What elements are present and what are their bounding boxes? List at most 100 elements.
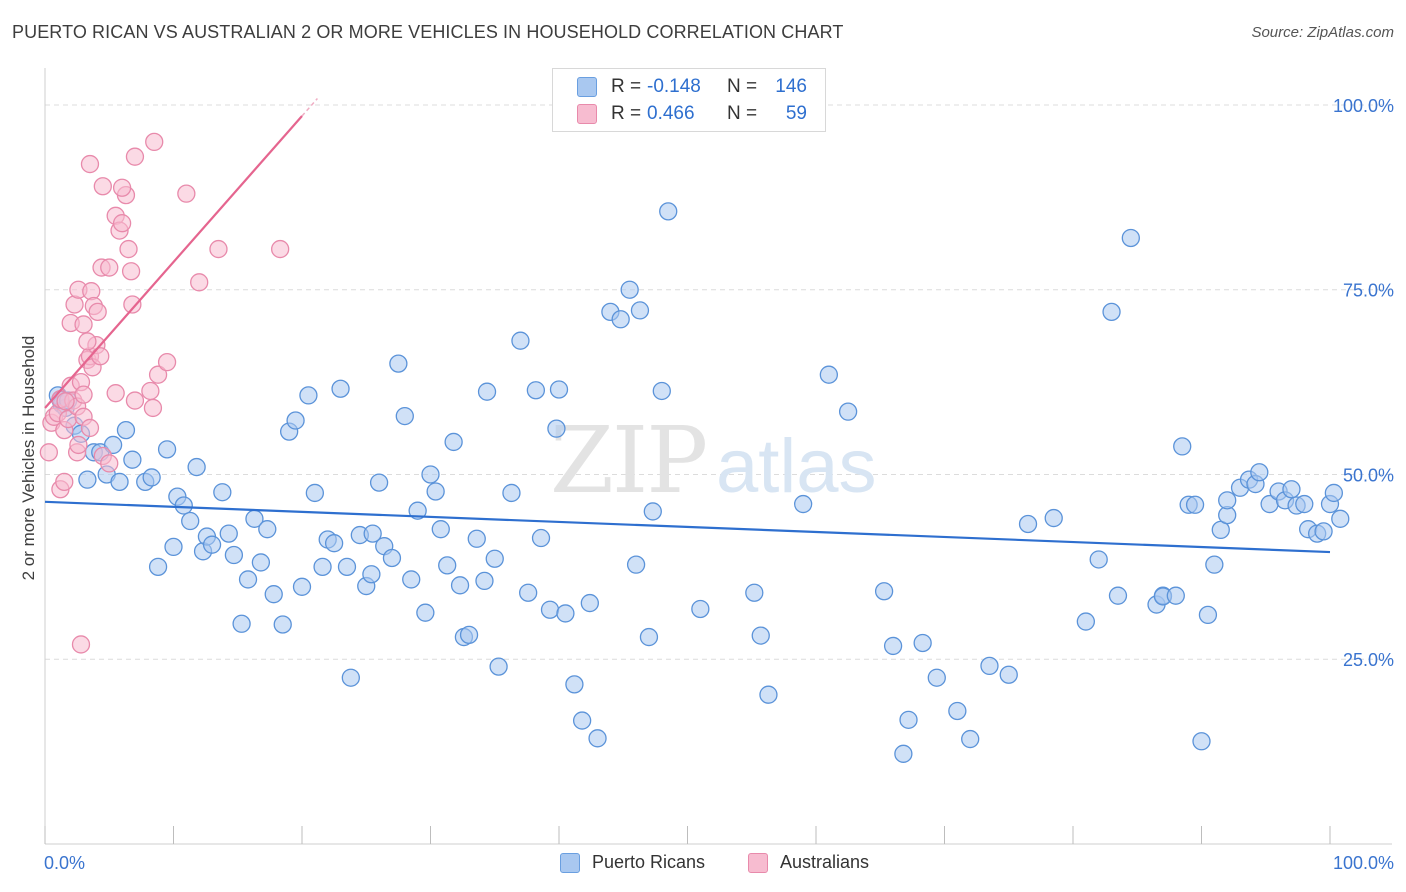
- data-point-australian: [74, 385, 93, 404]
- australian-points: [39, 132, 290, 654]
- data-point-puerto-rican: [224, 545, 244, 565]
- data-point-puerto-rican: [1018, 514, 1038, 534]
- legend-swatch-puerto-ricans: [577, 77, 597, 97]
- data-point-puerto-rican: [511, 331, 530, 350]
- data-point-puerto-rican: [759, 685, 778, 704]
- data-point-puerto-rican: [580, 593, 599, 613]
- data-point-puerto-rican: [395, 406, 414, 426]
- data-point-australian: [148, 365, 168, 384]
- data-point-puerto-rican: [485, 549, 504, 568]
- data-point-australian: [157, 352, 177, 372]
- trend-line-australians: [44, 115, 303, 409]
- data-point-australian: [209, 239, 228, 259]
- data-point-puerto-rican: [980, 656, 999, 676]
- data-point-puerto-rican: [157, 440, 177, 459]
- data-point-puerto-rican: [273, 615, 292, 634]
- data-point-puerto-rican: [1089, 550, 1108, 569]
- data-point-australian: [74, 315, 93, 334]
- data-point-puerto-rican: [502, 483, 521, 503]
- legend-item-australians[interactable]: Australians: [748, 852, 869, 873]
- data-point-australian: [141, 381, 160, 401]
- trend-lines: [44, 98, 1331, 554]
- data-point-puerto-rican: [187, 457, 206, 477]
- data-point-puerto-rican: [961, 729, 980, 749]
- data-point-puerto-rican: [519, 583, 538, 602]
- data-point-puerto-rican: [331, 379, 350, 398]
- data-point-puerto-rican: [659, 202, 678, 221]
- data-point-puerto-rican: [1295, 494, 1314, 514]
- data-point-australian: [80, 418, 100, 438]
- data-point-puerto-rican: [540, 600, 560, 619]
- data-point-puerto-rican: [1166, 586, 1185, 605]
- data-point-puerto-rican: [1282, 480, 1301, 499]
- data-point-australian: [123, 295, 142, 314]
- tick-labels: 25.0% 50.0% 75.0% 100.0% 0.0% 100.0%: [44, 96, 1394, 873]
- trend-line-puerto-ricans: [44, 500, 1331, 554]
- n-value-puerto-ricans: 146: [775, 76, 807, 97]
- data-point-puerto-rican: [1102, 302, 1121, 322]
- data-point-puerto-rican: [652, 381, 671, 401]
- data-point-puerto-rican: [1076, 612, 1095, 631]
- data-point-australian: [143, 398, 163, 418]
- data-point-puerto-rican: [416, 603, 435, 622]
- data-point-puerto-rican: [389, 354, 408, 373]
- data-point-puerto-rican: [251, 553, 271, 572]
- data-point-puerto-rican: [426, 482, 445, 501]
- data-point-australian: [119, 239, 138, 259]
- watermark-atlas: atlas: [716, 424, 877, 509]
- data-point-puerto-rican: [164, 537, 183, 557]
- data-point-puerto-rican: [874, 582, 894, 601]
- x-tick-label: 100.0%: [1333, 853, 1394, 873]
- x-tick-label: 0.0%: [44, 853, 85, 873]
- data-point-puerto-rican: [838, 402, 858, 421]
- legend-row-puerto-ricans: R = -0.148 N = 146: [577, 74, 807, 100]
- data-point-puerto-rican: [362, 565, 381, 584]
- data-point-puerto-rican: [620, 280, 639, 299]
- data-point-australian: [100, 258, 119, 277]
- data-point-puerto-rican: [382, 548, 402, 568]
- data-point-australian: [71, 635, 91, 654]
- legend-item-puerto-ricans[interactable]: Puerto Ricans: [560, 852, 705, 873]
- data-point-puerto-rican: [459, 625, 479, 644]
- data-point-puerto-rican: [1173, 437, 1192, 456]
- r-value-puerto-ricans: -0.148: [647, 76, 701, 97]
- data-point-puerto-rican: [202, 535, 222, 554]
- legend-row-australians: R = 0.466 N = 59: [577, 101, 807, 127]
- data-point-australian: [55, 472, 74, 492]
- data-point-australian: [39, 443, 59, 462]
- data-point-puerto-rican: [489, 657, 508, 676]
- data-point-puerto-rican: [116, 420, 136, 440]
- data-point-puerto-rican: [148, 557, 168, 577]
- data-point-puerto-rican: [611, 310, 630, 329]
- y-tick-label: 75.0%: [1343, 281, 1394, 301]
- data-point-puerto-rican: [467, 529, 486, 548]
- data-point-puerto-rican: [313, 557, 332, 577]
- data-point-puerto-rican: [1044, 508, 1063, 528]
- data-point-puerto-rican: [588, 729, 607, 748]
- y-tick-label: 50.0%: [1343, 465, 1394, 485]
- correlation-legend: R = -0.148 N = 146 R = 0.466 N = 59: [552, 68, 826, 132]
- y-tick-label: 100.0%: [1333, 96, 1394, 116]
- data-point-australian: [177, 184, 196, 203]
- data-point-puerto-rican: [286, 411, 305, 430]
- data-point-puerto-rican: [110, 472, 129, 492]
- data-point-puerto-rican: [292, 577, 312, 596]
- data-point-australian: [91, 347, 110, 366]
- data-point-puerto-rican: [927, 668, 946, 687]
- watermark-zip: ZIP: [550, 407, 706, 514]
- data-point-puerto-rican: [444, 432, 463, 452]
- data-point-puerto-rican: [639, 627, 659, 647]
- data-point-australian: [56, 392, 75, 411]
- data-point-puerto-rican: [751, 626, 770, 645]
- data-point-puerto-rican: [402, 570, 421, 589]
- data-point-puerto-rican: [421, 465, 440, 484]
- data-point-puerto-rican: [219, 524, 238, 543]
- data-point-puerto-rican: [1108, 586, 1128, 605]
- data-point-australian: [106, 384, 125, 403]
- data-point-australian: [125, 391, 145, 410]
- data-point-puerto-rican: [213, 483, 232, 502]
- data-point-puerto-rican: [174, 496, 193, 515]
- data-point-australian: [80, 154, 100, 174]
- data-point-australian: [145, 132, 164, 152]
